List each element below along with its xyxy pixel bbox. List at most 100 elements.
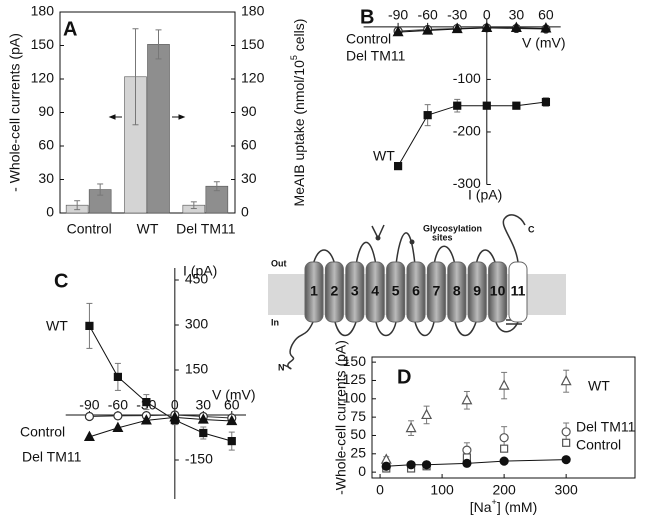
glycosylation-label: Glycosylation: [423, 223, 482, 233]
c-terminus: C: [528, 224, 535, 234]
series-label: Control: [576, 437, 621, 453]
glycosylation-label: sites: [432, 232, 453, 242]
series-label: Del TM11: [22, 449, 82, 465]
series-line: [397, 101, 546, 167]
helix-label: 3: [351, 283, 359, 299]
series-line: [89, 414, 232, 419]
label-part: ] (mM): [497, 499, 537, 515]
x-tick-label: 60: [538, 7, 554, 23]
y-tick-label: -150: [185, 451, 213, 467]
point: [561, 455, 571, 465]
y-axis-label: - Whole-cell currents (pA): [7, 33, 23, 192]
y-tick-label: 90: [38, 103, 54, 119]
point: [462, 458, 472, 468]
n-terminus: N: [278, 362, 285, 372]
helix-label: 4: [371, 283, 379, 299]
y-tick-label: 60: [38, 137, 54, 153]
point: [85, 321, 94, 330]
y-axis-label: -Whole-cell currents (pA): [333, 340, 349, 495]
helix-label: 1: [310, 283, 318, 299]
point: [500, 444, 509, 453]
series-line: [398, 27, 546, 33]
n-tail: [283, 321, 314, 370]
point: [112, 421, 124, 432]
y-tick-label: 75: [350, 408, 366, 424]
y-tick-label: 125: [343, 371, 367, 387]
x-axis-label: [Na+] (mM): [470, 497, 538, 514]
panel-letter: A: [63, 18, 77, 40]
point: [423, 111, 432, 120]
point: [421, 408, 433, 420]
y2-tick-label: 150: [241, 36, 265, 52]
point: [498, 379, 510, 390]
y2-tick-label: 120: [241, 70, 265, 86]
helix: [447, 261, 467, 323]
point: [393, 162, 403, 171]
helix-label: 6: [412, 283, 420, 299]
point: [406, 460, 416, 470]
helix: [467, 261, 487, 323]
point: [113, 372, 122, 381]
series-label: Del TM11: [576, 419, 636, 435]
panel-letter: B: [360, 6, 374, 28]
panel-letter: D: [397, 366, 411, 388]
x-tick-label: -60: [108, 397, 128, 413]
series-line: [89, 416, 232, 438]
series-label: WT: [373, 148, 395, 164]
helix: [508, 261, 528, 323]
point: [562, 438, 571, 447]
label-part: [Na: [470, 499, 492, 515]
x-tick-label: Control: [67, 221, 112, 237]
y-tick-label: -300: [453, 175, 481, 191]
x-tick-label: 300: [554, 482, 578, 498]
point: [84, 411, 95, 422]
x-tick-label: Del TM11: [176, 221, 236, 237]
x-tick-label: 0: [483, 7, 491, 23]
x-tick-label: 30: [196, 397, 212, 413]
glycosylation-site: [409, 239, 415, 245]
x-tick-label: 30: [509, 7, 525, 23]
y-tick-label: 150: [343, 353, 367, 369]
x-axis-label: V (mV): [212, 387, 256, 403]
y-tick-label: -100: [453, 70, 481, 86]
y-tick-label: 0: [358, 463, 366, 479]
x-tick-label: 0: [376, 482, 384, 498]
y-tick-label: 300: [185, 316, 209, 332]
point: [453, 101, 462, 110]
x-tick-label: 200: [492, 482, 516, 498]
point: [541, 97, 551, 107]
inner-loops: [334, 321, 519, 337]
y-tick-label: 120: [31, 70, 55, 86]
helix: [345, 261, 365, 323]
a-arrows: [108, 114, 186, 120]
outside-label: Out: [271, 258, 287, 268]
series-label: WT: [46, 318, 68, 334]
y2-tick-label: 0: [241, 204, 249, 220]
series-label: Del TM11: [346, 48, 406, 64]
label-part: 5: [289, 55, 299, 60]
bar: [147, 44, 170, 214]
helix-label: 10: [490, 283, 506, 299]
y-tick-label: 150: [185, 361, 209, 377]
series-label: Control: [346, 31, 391, 47]
point: [481, 21, 493, 33]
label-part: +: [492, 497, 497, 507]
panel-letter: C: [54, 270, 68, 292]
point: [83, 430, 95, 441]
point: [113, 411, 123, 421]
y-tick-label: 150: [31, 36, 55, 52]
helix: [488, 261, 508, 323]
series-line: [88, 325, 232, 442]
y2-tick-label: 30: [241, 170, 257, 186]
inside-label: In: [271, 317, 279, 327]
helix: [304, 261, 324, 323]
point: [540, 22, 552, 33]
helix: [426, 261, 446, 323]
point: [499, 433, 509, 443]
point: [422, 24, 434, 35]
y-tick-label: 450: [185, 271, 209, 287]
point: [451, 22, 463, 34]
